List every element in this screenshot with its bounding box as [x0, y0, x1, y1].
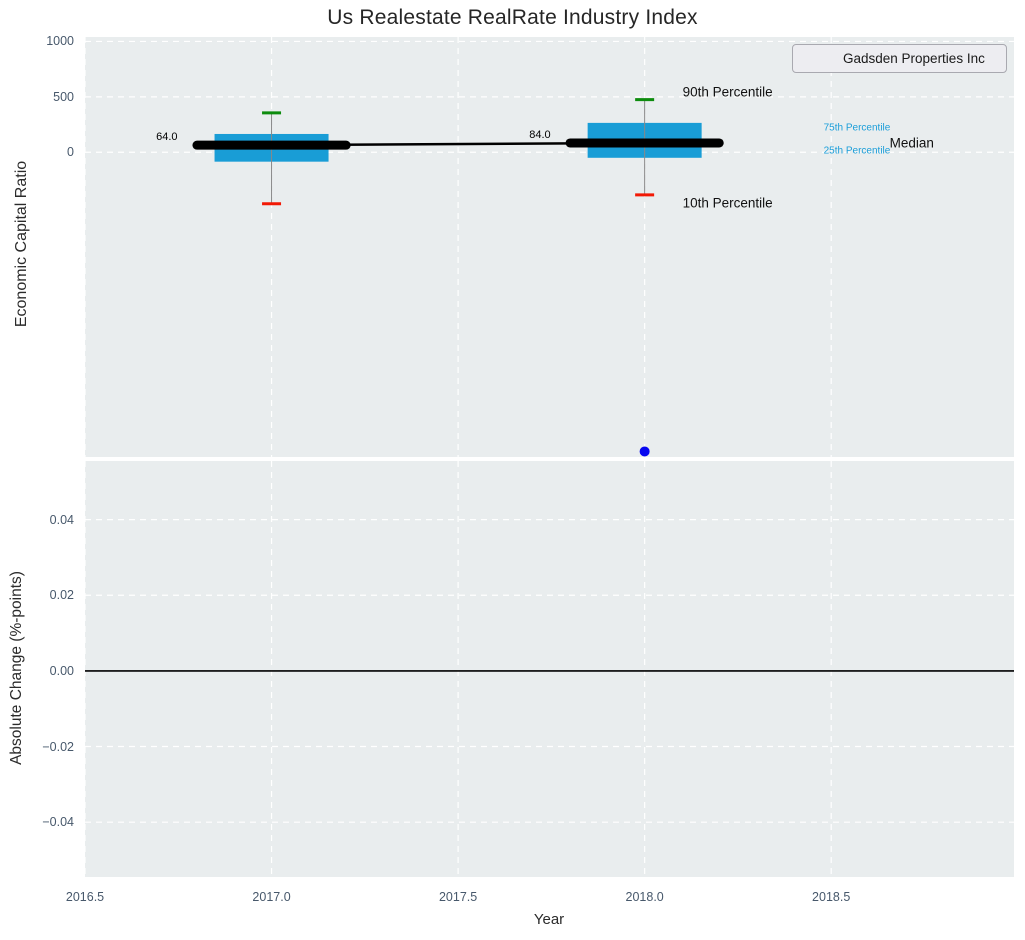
- x-tick-label: 2016.5: [66, 890, 104, 904]
- y-tick-label-top: 0: [67, 145, 74, 159]
- annotation-10th-percentile: 10th Percentile: [683, 195, 773, 210]
- plot-canvas: [0, 0, 1025, 940]
- annotation-90th-percentile: 90th Percentile: [683, 84, 773, 99]
- y-tick-label-top: 1000: [46, 34, 74, 48]
- legend-line-sample-icon: [800, 57, 833, 60]
- y-axis-label-absolute-change: Absolute Change (%-points): [8, 571, 26, 765]
- x-tick-label: 2018.0: [626, 890, 664, 904]
- x-tick-label: 2018.5: [812, 890, 850, 904]
- chart-title: Us Realestate RealRate Industry Index: [0, 6, 1025, 30]
- annotation-25th-percentile: 25th Percentile: [824, 145, 891, 156]
- median-value-label-2018: 84.0: [529, 129, 550, 141]
- annotation-75th-percentile: 75th Percentile: [824, 122, 891, 133]
- median-value-label-2017: 64.0: [156, 131, 177, 143]
- y-tick-label-bottom: 0.04: [50, 513, 74, 527]
- y-axis-label-economic-capital-ratio: Economic Capital Ratio: [13, 161, 31, 327]
- figure-root: Us Realestate RealRate Industry Index Ec…: [0, 0, 1025, 940]
- x-axis-label-year: Year: [534, 911, 564, 928]
- y-tick-label-bottom: −0.02: [42, 740, 74, 754]
- annotation-median: Median: [890, 135, 934, 150]
- legend-label: Gadsden Properties Inc: [843, 51, 985, 66]
- y-tick-label-bottom: 0.00: [50, 664, 74, 678]
- legend: Gadsden Properties Inc: [792, 44, 1007, 73]
- y-tick-label-top: 500: [53, 90, 74, 104]
- x-tick-label: 2017.0: [252, 890, 290, 904]
- x-tick-label: 2017.5: [439, 890, 477, 904]
- y-tick-label-bottom: −0.04: [42, 815, 74, 829]
- y-tick-label-bottom: 0.02: [50, 588, 74, 602]
